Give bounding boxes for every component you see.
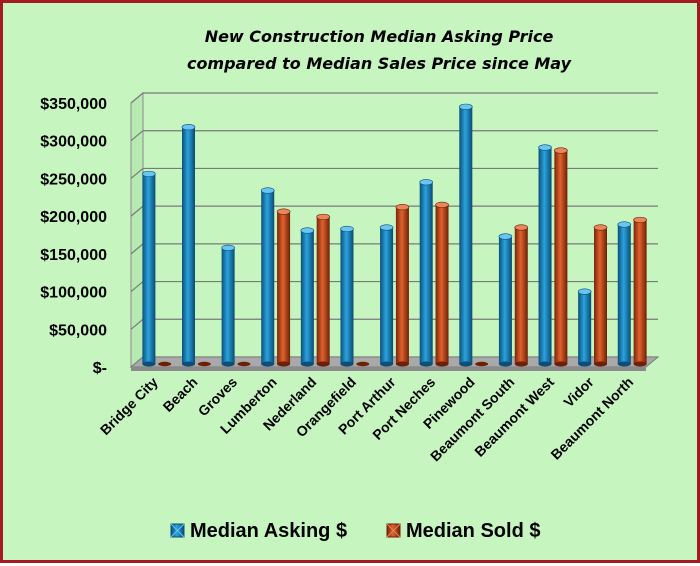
bar-median-sold [276, 208, 291, 367]
bar-median-sold [633, 216, 647, 367]
x-axis: Bridge CityBeachGrovesLumbertonNederland… [97, 373, 637, 464]
legend-label: Median Sold $ [406, 520, 540, 542]
chart-title-line-2: compared to Median Sales Price since May [187, 54, 572, 73]
bar-median-sold [356, 361, 370, 367]
bar-median-asking [577, 288, 592, 367]
legend-swatch-median-asking [170, 523, 185, 538]
bar-median-sold [554, 147, 568, 367]
bar-median-asking [379, 224, 394, 367]
bar-median-asking [617, 221, 632, 367]
legend-label: Median Asking $ [190, 520, 347, 542]
bars [142, 103, 647, 367]
bar-median-asking [419, 179, 433, 367]
y-tick-label: $200,000 [40, 209, 107, 226]
chart-title: New Construction Median Asking Price com… [187, 27, 572, 73]
y-tick-label: $50,000 [49, 322, 107, 339]
gridline [130, 130, 658, 142]
side-wall [130, 91, 144, 369]
bar-median-asking [221, 244, 235, 367]
bar-median-sold [514, 224, 529, 367]
y-tick-label: $300,000 [40, 134, 107, 151]
bar-median-asking [260, 187, 275, 367]
bar-median-sold [435, 201, 449, 367]
bar-median-sold [237, 361, 251, 367]
bar-median-sold [158, 361, 172, 367]
bar-median-asking [459, 103, 473, 367]
bar-median-sold [316, 213, 330, 367]
floor-edge [131, 367, 646, 371]
y-tick-label: $250,000 [40, 171, 107, 188]
gridline [130, 205, 658, 217]
bar-median-asking [340, 225, 354, 367]
gridline [130, 167, 658, 179]
x-tick-label: Vidor [560, 373, 597, 410]
x-tick-label: Bridge City [97, 374, 161, 438]
y-axis: $- $50,000 $100,000 $150,000 $200,000 $250,00… [40, 96, 107, 377]
y-tick-label: $- [93, 360, 107, 377]
bar-median-sold [197, 361, 211, 367]
bar-median-asking [142, 170, 156, 367]
legend: Median Asking $ Median Sold $ [170, 520, 540, 542]
bar-median-asking [498, 233, 513, 367]
plot-area [130, 91, 144, 369]
bar-median-sold [593, 224, 608, 367]
bar-median-asking [181, 124, 196, 367]
y-tick-label: $350,000 [40, 96, 107, 113]
bar-median-sold [395, 204, 410, 367]
bar-median-asking [538, 144, 552, 367]
y-tick-label: $100,000 [40, 285, 107, 302]
legend-swatch-median-sold [386, 523, 401, 538]
chart: New Construction Median Asking Price com… [40, 27, 660, 542]
gridline [130, 92, 658, 104]
y-tick-label: $150,000 [40, 247, 107, 264]
gridline [130, 243, 658, 255]
bar-median-asking [300, 227, 315, 367]
bar-median-sold [475, 361, 489, 367]
chart-title-line-1: New Construction Median Asking Price [205, 27, 554, 46]
